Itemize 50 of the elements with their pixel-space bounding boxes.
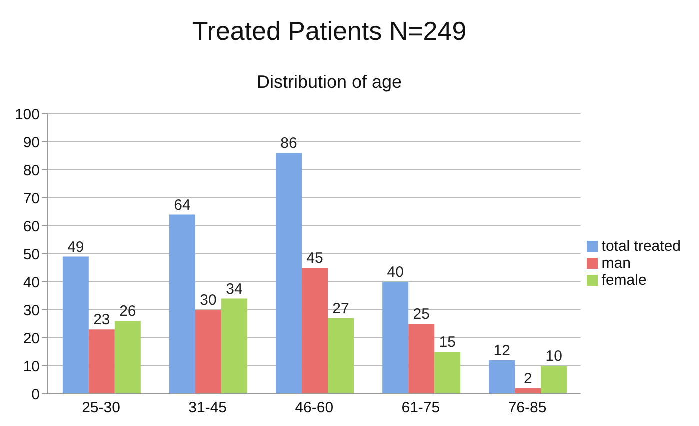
data-label: 25: [413, 306, 430, 323]
x-tick-label: 76-85: [508, 400, 547, 417]
bar: [328, 318, 354, 394]
y-tick-label: 0: [32, 386, 40, 404]
data-label: 49: [68, 238, 84, 256]
data-label: 23: [94, 312, 110, 329]
bar: [382, 282, 409, 394]
bar: [169, 214, 196, 394]
data-label: 15: [439, 334, 456, 351]
data-label: 30: [200, 292, 217, 309]
bar: [408, 324, 435, 394]
data-label: 86: [280, 135, 298, 152]
bar: [541, 366, 568, 394]
chart-title: Treated Patients N=249: [191, 15, 468, 48]
data-label: 10: [546, 348, 562, 365]
data-label: 2: [524, 370, 532, 388]
data-label: 45: [306, 250, 324, 267]
y-tick-label: 100: [14, 106, 40, 124]
legend-label: female: [602, 272, 647, 288]
y-tick-label: 50: [23, 246, 40, 264]
y-tick-label: 20: [23, 330, 40, 348]
x-tick-label: 46-60: [295, 400, 334, 417]
bar: [276, 153, 302, 394]
legend-label: man: [602, 254, 631, 272]
y-tick-label: 90: [23, 134, 40, 152]
data-label: 40: [387, 264, 404, 281]
bar: [62, 256, 89, 394]
y-tick-label: 40: [23, 274, 40, 292]
bar: [302, 268, 328, 394]
x-tick-label: 25-30: [82, 400, 120, 417]
y-tick-label: 70: [23, 190, 40, 208]
data-label: 12: [494, 342, 510, 360]
y-tick-label: 10: [23, 358, 40, 376]
legend-label: total treated: [602, 238, 681, 254]
bar: [434, 352, 461, 394]
data-label: 34: [226, 280, 243, 298]
bar: [195, 310, 222, 394]
bar: [221, 298, 248, 394]
y-tick-label: 60: [23, 218, 40, 236]
data-label: 64: [174, 196, 191, 214]
data-label: 27: [332, 300, 350, 318]
bar: [489, 360, 516, 394]
x-tick-label: 31-45: [188, 400, 228, 417]
bar: [114, 321, 141, 394]
y-tick-label: 80: [23, 162, 40, 180]
y-tick-label: 30: [23, 302, 40, 320]
data-label: 26: [120, 303, 136, 320]
bar: [88, 330, 115, 394]
chart-subtitle: Distribution of age: [256, 71, 404, 94]
x-tick-label: 61-75: [402, 400, 440, 417]
